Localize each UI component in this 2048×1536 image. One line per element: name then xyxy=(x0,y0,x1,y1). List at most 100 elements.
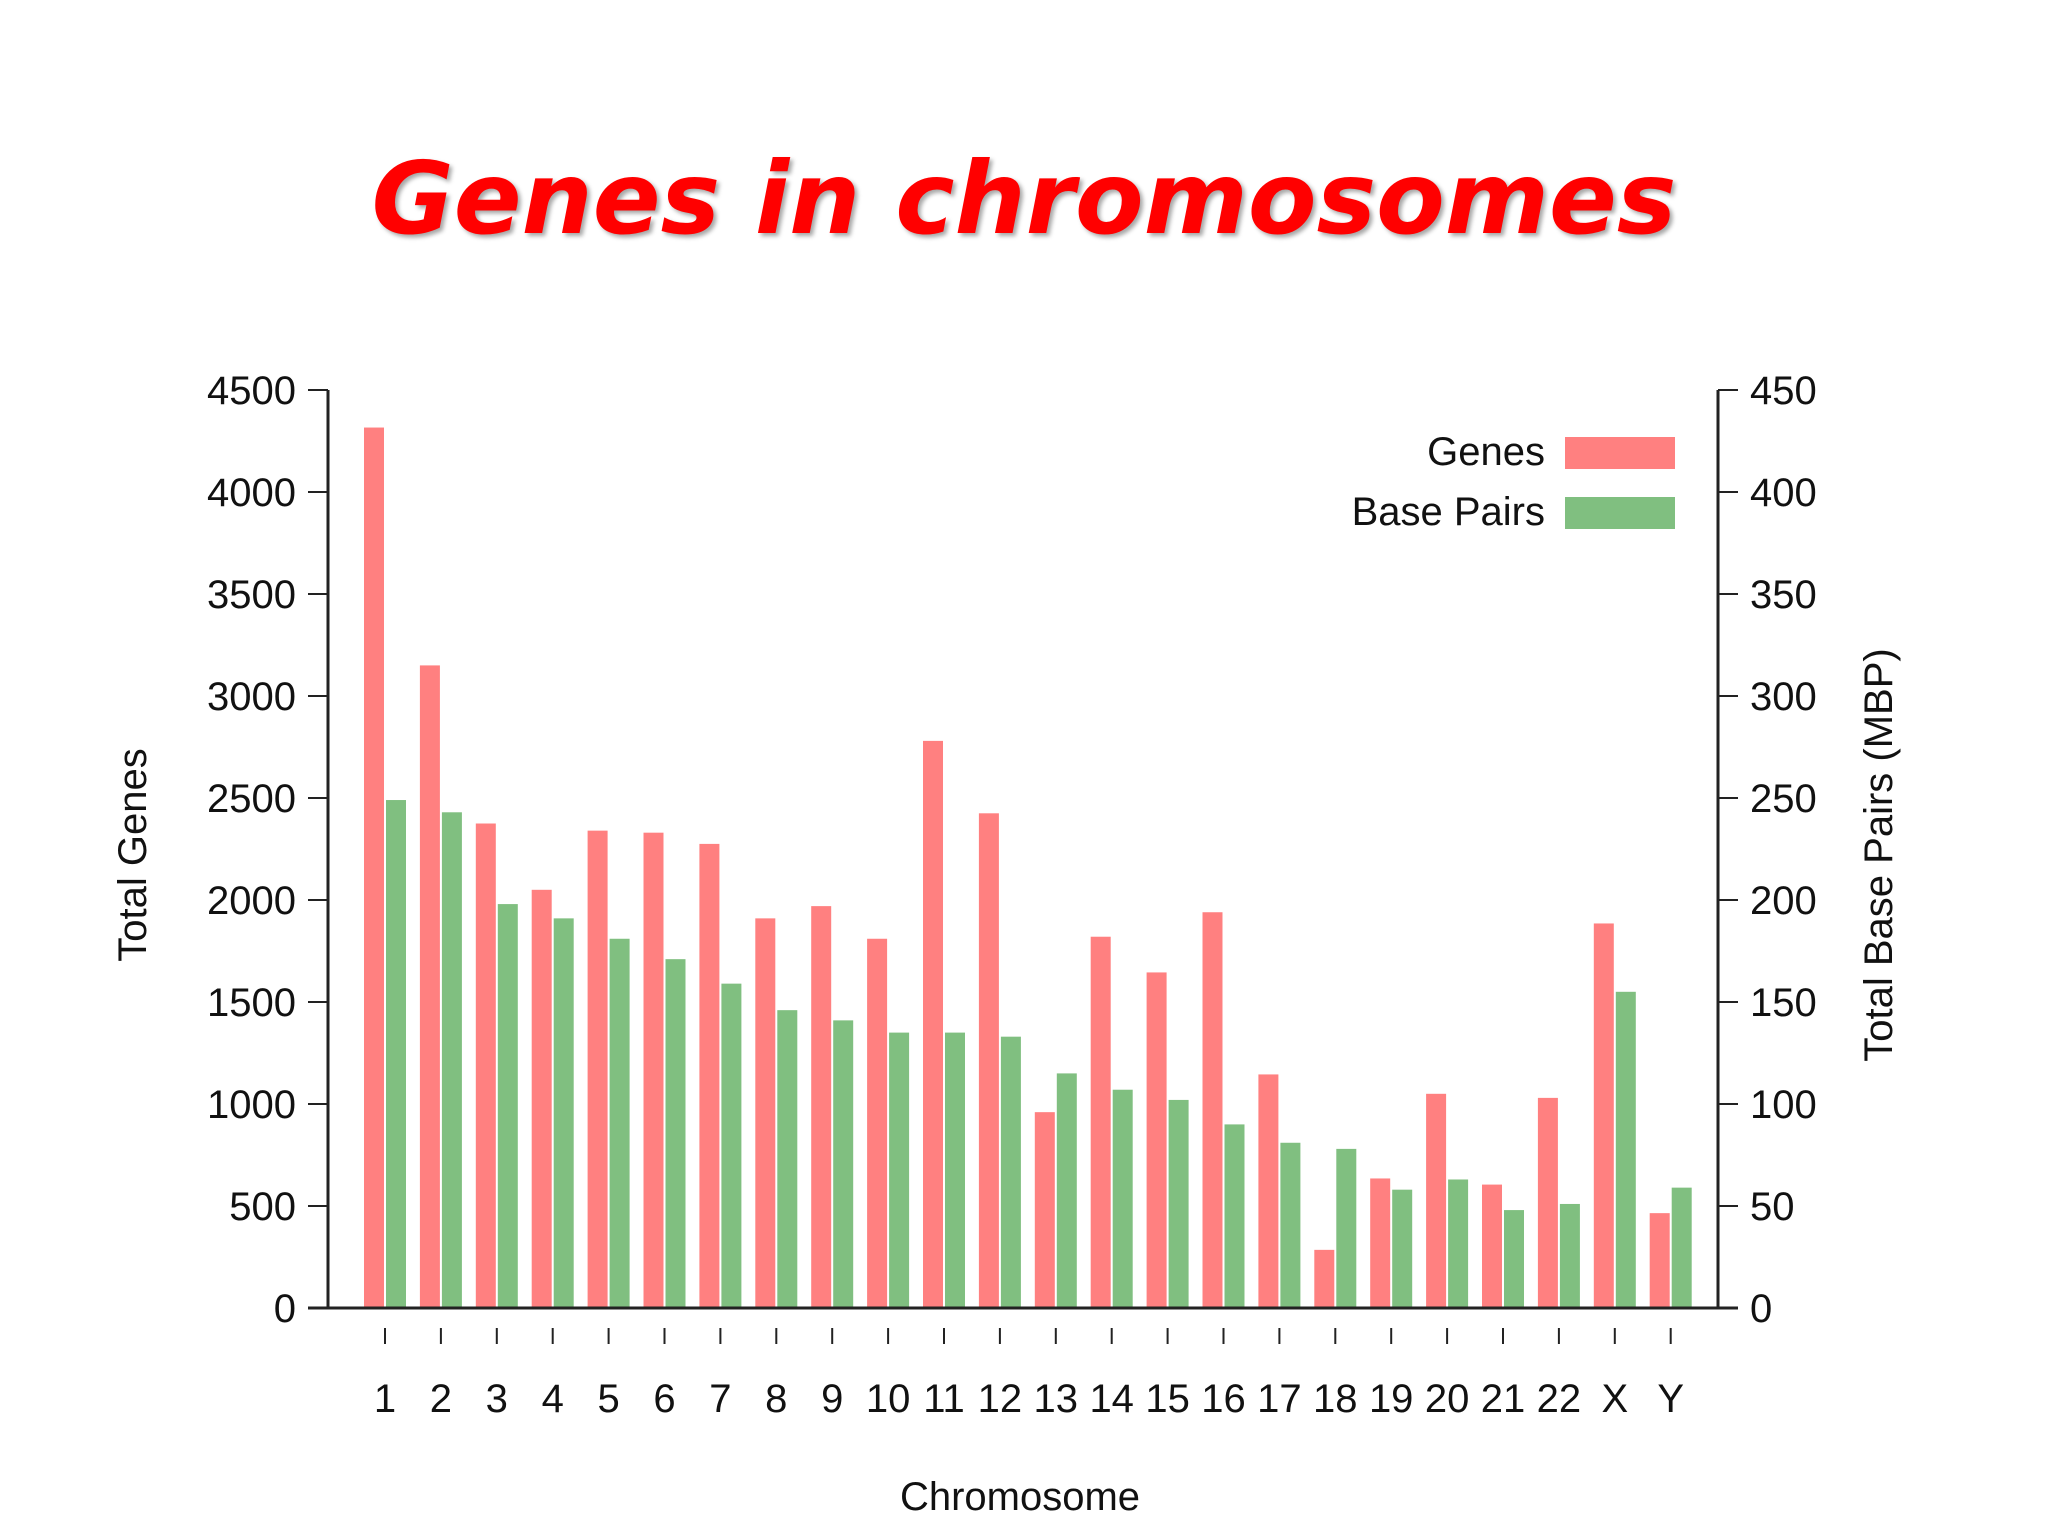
y-tick-label-4500: 4500 xyxy=(207,369,296,413)
y-tick-label-1000: 1000 xyxy=(207,1083,296,1127)
bar-base-pairs-1 xyxy=(386,800,406,1308)
x-tick-label-8: 8 xyxy=(765,1377,787,1421)
bar-base-pairs-9 xyxy=(833,1020,854,1308)
bar-base-pairs-Y xyxy=(1671,1187,1692,1308)
bar-base-pairs-4 xyxy=(553,918,574,1308)
bar-base-pairs-5 xyxy=(609,938,630,1308)
bar-genes-13 xyxy=(1034,1112,1055,1308)
bar-base-pairs-22 xyxy=(1559,1203,1580,1308)
x-tick-label-4: 4 xyxy=(542,1377,564,1421)
bar-genes-Y xyxy=(1649,1213,1670,1308)
bar-base-pairs-X xyxy=(1615,991,1636,1308)
x-tick-label-20: 20 xyxy=(1425,1377,1470,1421)
bar-base-pairs-3 xyxy=(497,904,518,1308)
x-tick-label-3: 3 xyxy=(486,1377,508,1421)
bar-genes-14 xyxy=(1090,936,1111,1308)
x-tick-label-22: 22 xyxy=(1537,1377,1582,1421)
legend: Genes Base Pairs xyxy=(1352,430,1675,534)
y-tick-label-0: 0 xyxy=(274,1287,296,1331)
y-tick-label-500: 500 xyxy=(229,1185,296,1229)
legend-swatch-base-pairs xyxy=(1565,497,1675,529)
bar-base-pairs-13 xyxy=(1056,1073,1077,1308)
bar-base-pairs-17 xyxy=(1280,1142,1301,1308)
bar-base-pairs-19 xyxy=(1392,1189,1413,1308)
bar-base-pairs-20 xyxy=(1448,1179,1469,1308)
bar-genes-12 xyxy=(978,813,999,1308)
y2-tick-label-350: 350 xyxy=(1750,573,1817,617)
x-tick-label-15: 15 xyxy=(1145,1377,1190,1421)
y-tick-label-3500: 3500 xyxy=(207,573,296,617)
ticks-group: 1 2 3 4 5 6 7 8 9 10 11 12 13 14 15 16 17 18 19 20 21 22 X Y050… xyxy=(207,369,1817,1421)
bar-base-pairs-6 xyxy=(665,959,686,1308)
x-tick-label-11: 11 xyxy=(923,1377,965,1421)
x-tick-label-7: 7 xyxy=(709,1377,731,1421)
x-tick-label-19: 19 xyxy=(1369,1377,1414,1421)
x-tick-label-18: 18 xyxy=(1313,1377,1358,1421)
bar-genes-7 xyxy=(699,843,720,1308)
x-tick-label-14: 14 xyxy=(1089,1377,1134,1421)
y2-tick-label-300: 300 xyxy=(1750,675,1817,719)
bar-base-pairs-16 xyxy=(1224,1124,1245,1308)
y-axis-title: Total Genes xyxy=(111,748,155,961)
y-tick-label-2000: 2000 xyxy=(207,879,296,923)
bar-genes-15 xyxy=(1146,972,1167,1308)
bar-genes-10 xyxy=(867,938,888,1308)
bar-genes-4 xyxy=(531,889,552,1308)
bar-genes-9 xyxy=(811,906,832,1308)
y-tick-label-2500: 2500 xyxy=(207,777,296,821)
bar-base-pairs-11 xyxy=(945,1032,965,1308)
y2-tick-label-100: 100 xyxy=(1750,1083,1817,1127)
x-tick-label-16: 16 xyxy=(1201,1377,1246,1421)
bar-base-pairs-21 xyxy=(1504,1210,1524,1308)
bar-base-pairs-14 xyxy=(1112,1089,1133,1308)
bar-base-pairs-2 xyxy=(441,812,462,1308)
bar-genes-5 xyxy=(587,830,608,1308)
y2-tick-label-0: 0 xyxy=(1750,1287,1772,1331)
bar-genes-20 xyxy=(1426,1093,1447,1308)
y-tick-label-3000: 3000 xyxy=(207,675,296,719)
x-tick-label-1: 1 xyxy=(374,1377,396,1421)
x-tick-label-5: 5 xyxy=(597,1377,619,1421)
legend-label-genes: Genes xyxy=(1427,430,1545,474)
bar-genes-16 xyxy=(1202,912,1223,1308)
legend-swatch-genes xyxy=(1565,437,1675,469)
y2-axis-title: Total Base Pairs (MBP) xyxy=(1857,648,1901,1061)
x-tick-label-Y: Y xyxy=(1657,1377,1684,1421)
bar-base-pairs-7 xyxy=(721,983,742,1308)
bars-group xyxy=(364,427,1692,1308)
bar-genes-21 xyxy=(1482,1184,1502,1308)
bar-genes-18 xyxy=(1314,1249,1335,1308)
legend-label-base-pairs: Base Pairs xyxy=(1352,490,1545,534)
x-tick-label-17: 17 xyxy=(1257,1377,1302,1421)
bar-genes-6 xyxy=(643,832,664,1308)
bar-genes-3 xyxy=(475,823,496,1308)
x-tick-label-21: 21 xyxy=(1481,1377,1526,1421)
bar-genes-11 xyxy=(923,740,943,1308)
bar-base-pairs-8 xyxy=(777,1010,798,1308)
bar-genes-1 xyxy=(364,427,384,1308)
y2-tick-label-50: 50 xyxy=(1750,1185,1795,1229)
x-tick-label-12: 12 xyxy=(978,1377,1023,1421)
bar-genes-19 xyxy=(1370,1178,1391,1308)
bar-genes-17 xyxy=(1258,1074,1279,1308)
y2-tick-label-250: 250 xyxy=(1750,777,1817,821)
y-tick-label-4000: 4000 xyxy=(207,471,296,515)
x-tick-label-13: 13 xyxy=(1034,1377,1079,1421)
x-tick-label-6: 6 xyxy=(653,1377,675,1421)
y2-tick-label-150: 150 xyxy=(1750,981,1817,1025)
y-tick-label-1500: 1500 xyxy=(207,981,296,1025)
x-tick-label-2: 2 xyxy=(430,1377,452,1421)
x-tick-label-X: X xyxy=(1601,1377,1628,1421)
bar-genes-22 xyxy=(1537,1097,1558,1308)
y2-tick-label-200: 200 xyxy=(1750,879,1817,923)
y2-tick-label-400: 400 xyxy=(1750,471,1817,515)
y2-tick-label-450: 450 xyxy=(1750,369,1817,413)
bar-base-pairs-18 xyxy=(1336,1148,1357,1308)
x-axis-title: Chromosome xyxy=(900,1475,1140,1519)
x-tick-label-9: 9 xyxy=(821,1377,843,1421)
page-title: Genes in chromosomes xyxy=(371,140,1677,257)
bar-base-pairs-15 xyxy=(1168,1099,1189,1308)
bar-genes-2 xyxy=(419,665,440,1308)
x-tick-label-10: 10 xyxy=(866,1377,911,1421)
